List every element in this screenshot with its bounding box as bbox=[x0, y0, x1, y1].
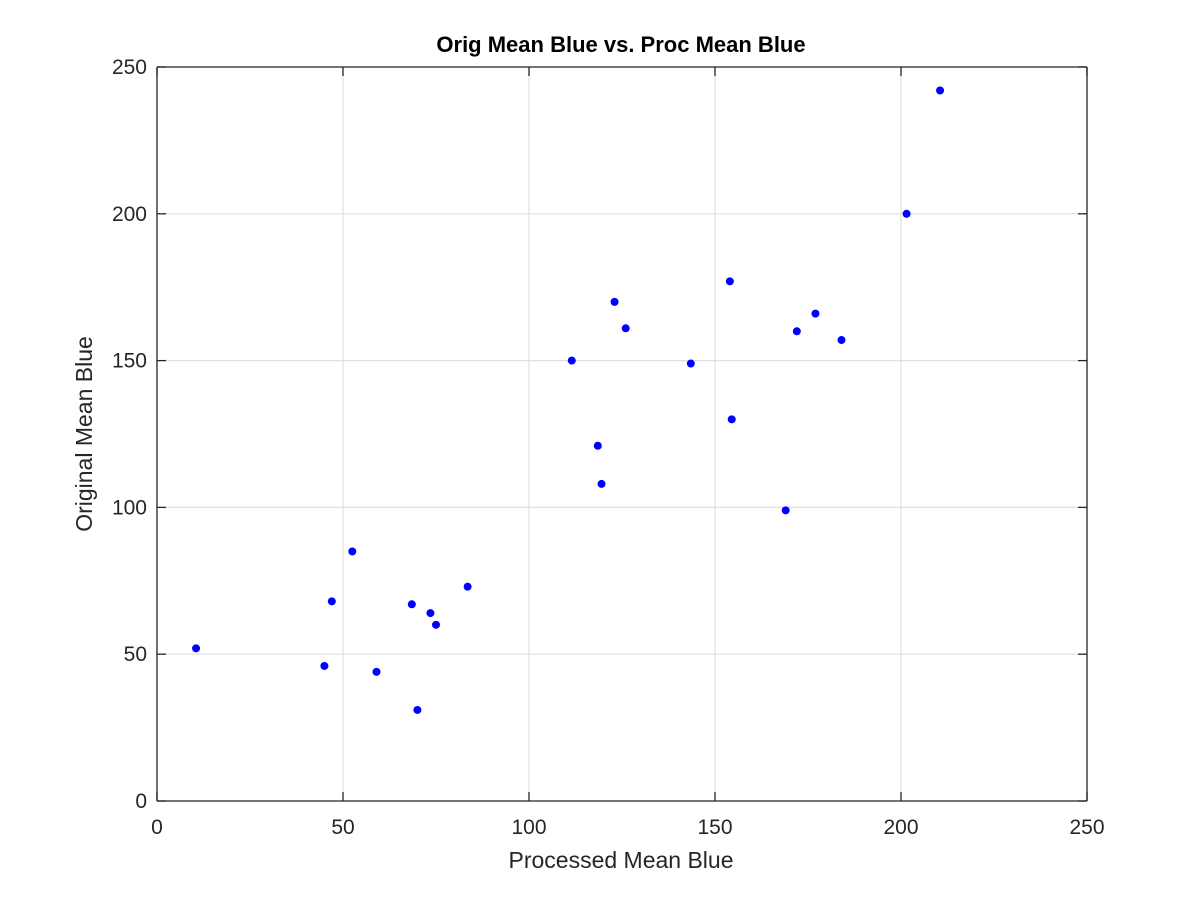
x-tick-label: 150 bbox=[697, 816, 732, 839]
data-point bbox=[781, 506, 790, 515]
y-tick-label: 50 bbox=[124, 643, 147, 666]
data-point bbox=[348, 547, 357, 556]
data-points bbox=[192, 86, 945, 714]
x-tick-label: 0 bbox=[151, 816, 163, 839]
data-point bbox=[621, 324, 630, 333]
x-tick-label: 250 bbox=[1069, 816, 1104, 839]
x-tick-label: 200 bbox=[883, 816, 918, 839]
x-tick-label: 100 bbox=[511, 816, 546, 839]
data-point bbox=[837, 336, 846, 345]
data-point bbox=[432, 620, 440, 629]
data-point bbox=[426, 609, 435, 618]
data-point bbox=[686, 359, 695, 368]
y-tick-label: 100 bbox=[112, 496, 147, 519]
data-point bbox=[327, 597, 336, 606]
data-point bbox=[407, 600, 416, 609]
data-point bbox=[192, 644, 201, 653]
data-point bbox=[902, 209, 911, 218]
chart-title: Orig Mean Blue vs. Proc Mean Blue bbox=[436, 32, 805, 57]
data-point bbox=[372, 667, 381, 676]
axes bbox=[156, 66, 1088, 802]
ticks: 0 50 100 150 200 250 0 50 100 150 200 250 bbox=[112, 56, 1105, 839]
data-point bbox=[936, 86, 945, 95]
data-point bbox=[610, 297, 619, 306]
data-point bbox=[725, 277, 734, 286]
x-tick-label: 50 bbox=[331, 816, 354, 839]
data-point bbox=[320, 661, 329, 670]
y-tick-label: 150 bbox=[112, 350, 147, 373]
data-point bbox=[597, 479, 606, 488]
data-point bbox=[413, 705, 422, 714]
y-tick-label: 250 bbox=[112, 56, 147, 79]
plot-area bbox=[157, 67, 1087, 801]
data-point bbox=[811, 309, 820, 318]
data-point bbox=[727, 415, 736, 424]
x-axis-label: Processed Mean Blue bbox=[508, 847, 733, 873]
data-point bbox=[792, 327, 801, 336]
data-point bbox=[567, 356, 576, 365]
data-point bbox=[593, 441, 602, 450]
y-tick-label: 200 bbox=[112, 203, 147, 226]
data-point bbox=[463, 582, 472, 591]
y-tick-label: 0 bbox=[135, 790, 147, 813]
y-axis-label: Original Mean Blue bbox=[71, 336, 97, 532]
